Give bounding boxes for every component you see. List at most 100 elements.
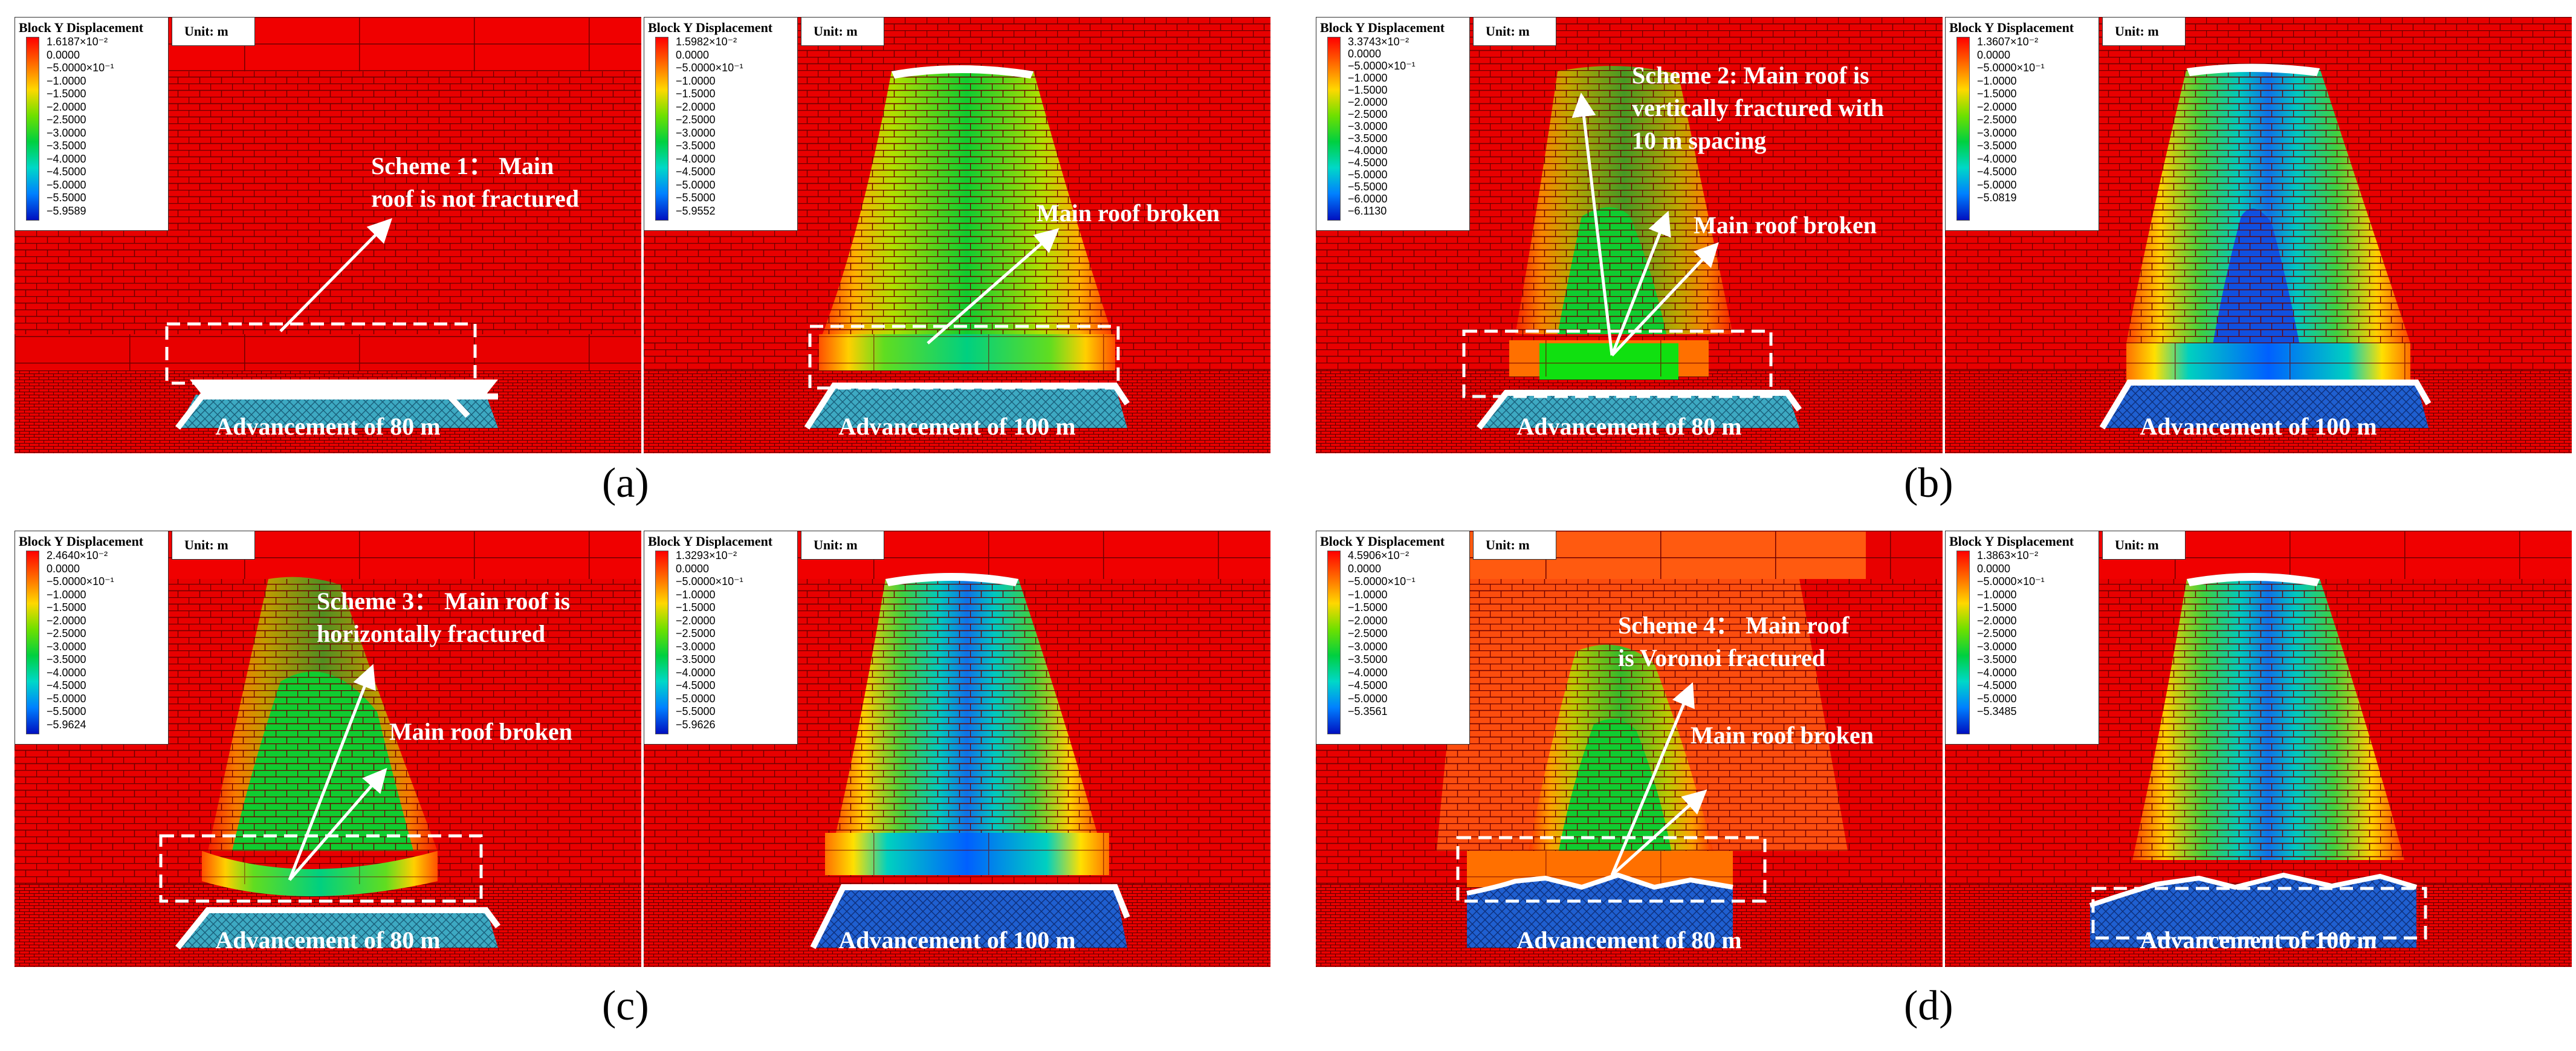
legend-value: −4.5000 xyxy=(1977,679,2017,691)
colorbar-legend: Block Y Displacement 2.4640×10⁻² 0.0000 −5… xyxy=(15,531,169,745)
legend-value: −1.5000 xyxy=(1348,601,1388,613)
legend-value: −5.0000 xyxy=(47,692,86,705)
legend-value: −4.0000 xyxy=(1977,666,2017,679)
panel-c-80m: Block Y Displacement 2.4640×10⁻² 0.0000 −5… xyxy=(15,531,641,967)
highlight-box xyxy=(165,322,477,385)
unit-label: Unit: m xyxy=(172,531,255,560)
unit-label: Unit: m xyxy=(172,17,255,46)
legend-values: 1.3863×10⁻² 0.0000 −5.0000×10⁻¹ −1.0000 −1.5… xyxy=(1977,549,2045,719)
legend-value: −4.5000 xyxy=(1348,157,1388,169)
subfigure-label-a: (a) xyxy=(602,460,649,506)
colorbar-legend: Block Y Displacement 1.3863×10⁻² 0.0000 −5… xyxy=(1945,531,2099,745)
legend-value: −3.0000 xyxy=(1977,126,2017,139)
unit-label: Unit: m xyxy=(2102,531,2186,560)
legend-value: −4.0000 xyxy=(47,152,86,165)
legend-value: −2.5000 xyxy=(676,627,716,639)
legend-value: −2.5000 xyxy=(1348,108,1388,120)
legend-value: −2.0000 xyxy=(676,614,716,627)
colorbar-legend: Block Y Displacement 1.5982×10⁻² 0.0000 −5… xyxy=(644,17,798,231)
arrow xyxy=(1611,242,1719,357)
legend-values: 2.4640×10⁻² 0.0000 −5.0000×10⁻¹ −1.0000 −1.5… xyxy=(47,549,114,731)
colorbar xyxy=(26,37,39,221)
unit-label: Unit: m xyxy=(801,17,884,46)
scheme-line-1: Scheme 4： Main roof xyxy=(1618,612,1849,639)
legend-value: −2.5000 xyxy=(1348,627,1388,639)
model-view xyxy=(1316,531,1943,967)
scheme-annotation: Scheme 1： Main roof is not fractured xyxy=(371,150,579,215)
legend-value: −1.0000 xyxy=(1348,588,1388,601)
legend-value: −3.0000 xyxy=(676,126,716,139)
legend-value: −2.0000 xyxy=(47,614,86,627)
legend-value: −1.5000 xyxy=(47,601,86,613)
legend-value: −5.9626 xyxy=(676,718,716,731)
legend-value: 0.0000 xyxy=(1348,562,1382,575)
legend-value: −5.0000 xyxy=(1977,692,2017,705)
legend-value: 0.0000 xyxy=(1348,48,1382,60)
legend-value: −5.5000 xyxy=(47,192,86,204)
panel-b-80m: Block Y Displacement 3.3743×10⁻² 0.0000 −5… xyxy=(1316,17,1943,453)
arrow xyxy=(927,228,1060,344)
legend-value: 0.0000 xyxy=(676,48,710,61)
colorbar xyxy=(26,551,39,734)
panel-a-80m: Block Y Displacement 1.6187×10⁻² 0.0000 −5… xyxy=(15,17,641,453)
arrow xyxy=(1610,682,1695,876)
legend-value: −2.0000 xyxy=(47,100,86,113)
legend-value: −1.5000 xyxy=(1348,84,1388,96)
broken-annotation: Main roof broken xyxy=(1691,722,1874,749)
legend-title: Block Y Displacement xyxy=(1320,534,1445,549)
colorbar xyxy=(1327,37,1341,221)
legend-value: −5.0819 xyxy=(1977,192,2017,204)
legend-value: −6.0000 xyxy=(1348,193,1388,205)
legend-value: −5.0000 xyxy=(676,692,716,705)
colorbar-legend: Block Y Displacement 1.3607×10⁻² 0.0000 −5… xyxy=(1945,17,2099,231)
legend-title: Block Y Displacement xyxy=(1320,20,1445,35)
advancement-label: Advancement of 80 m xyxy=(215,413,441,440)
legend-title: Block Y Displacement xyxy=(1949,20,2074,35)
broken-annotation: Main roof broken xyxy=(1694,212,1877,239)
legend-value: −2.5000 xyxy=(676,114,716,126)
legend-value: −5.5000 xyxy=(47,705,86,717)
scheme-annotation: Scheme 4： Main roof is Voronoi fractured xyxy=(1618,609,1849,674)
scheme-line-1: Scheme 2: Main roof is xyxy=(1632,62,1869,89)
legend-value: −1.0000 xyxy=(1348,72,1388,84)
legend-value: 0.0000 xyxy=(47,562,80,575)
arrow xyxy=(1610,210,1671,356)
colorbar xyxy=(655,37,668,221)
legend-values: 1.3293×10⁻² 0.0000 −5.0000×10⁻¹ −1.0000 −1.5… xyxy=(676,549,743,731)
colorbar-legend: Block Y Displacement 3.3743×10⁻² 0.0000 −5… xyxy=(1316,17,1470,231)
legend-value: −2.5000 xyxy=(47,627,86,639)
advancement-label: Advancement of 100 m xyxy=(838,926,1076,954)
legend-values: 1.5982×10⁻² 0.0000 −5.0000×10⁻¹ −1.0000 −1.5… xyxy=(676,36,743,218)
legend-value: −4.5000 xyxy=(676,166,716,178)
panel-a-100m: Block Y Displacement 1.5982×10⁻² 0.0000 −5… xyxy=(644,17,1270,453)
legend-value: −4.5000 xyxy=(47,166,86,178)
legend-value: −5.9589 xyxy=(47,204,86,217)
legend-value: −5.0000×10⁻¹ xyxy=(1977,575,2045,587)
legend-value: −3.5000 xyxy=(47,140,86,152)
scheme-line-2: horizontally fractured xyxy=(317,620,546,647)
colorbar-legend: Block Y Displacement 1.3293×10⁻² 0.0000 −5… xyxy=(644,531,798,745)
legend-value: −3.5000 xyxy=(1977,140,2017,152)
legend-value: −4.0000 xyxy=(1977,152,2017,165)
legend-value: −1.5000 xyxy=(47,88,86,100)
arrow xyxy=(288,768,387,881)
legend-value: 1.3607×10⁻² xyxy=(1977,36,2039,48)
legend-value: 4.5906×10⁻² xyxy=(1348,549,1409,561)
legend-values: 3.3743×10⁻² 0.0000 −5.0000×10⁻¹ −1.0000 −1.5… xyxy=(1348,36,1416,217)
scheme-line-2: vertically fractured with xyxy=(1632,94,1884,121)
legend-value: −5.0000×10⁻¹ xyxy=(1977,62,2045,74)
legend-value: −1.5000 xyxy=(676,601,716,613)
legend-value: −3.0000 xyxy=(47,640,86,653)
legend-title: Block Y Displacement xyxy=(648,534,773,549)
legend-value: −5.3485 xyxy=(1977,705,2017,717)
subfigure-label-b: (b) xyxy=(1904,460,1953,506)
legend-values: 1.6187×10⁻² 0.0000 −5.0000×10⁻¹ −1.0000 −1.5… xyxy=(47,36,114,218)
legend-value: −3.5000 xyxy=(676,140,716,152)
legend-value: −1.0000 xyxy=(1977,588,2017,601)
scheme-line-1: Scheme 3： Main roof is xyxy=(317,587,571,615)
legend-value: −5.0000 xyxy=(47,178,86,191)
unit-label: Unit: m xyxy=(2102,17,2186,46)
legend-value: −6.1130 xyxy=(1348,205,1387,217)
advancement-label: Advancement of 80 m xyxy=(215,926,441,954)
legend-value: −2.0000 xyxy=(1348,96,1388,108)
